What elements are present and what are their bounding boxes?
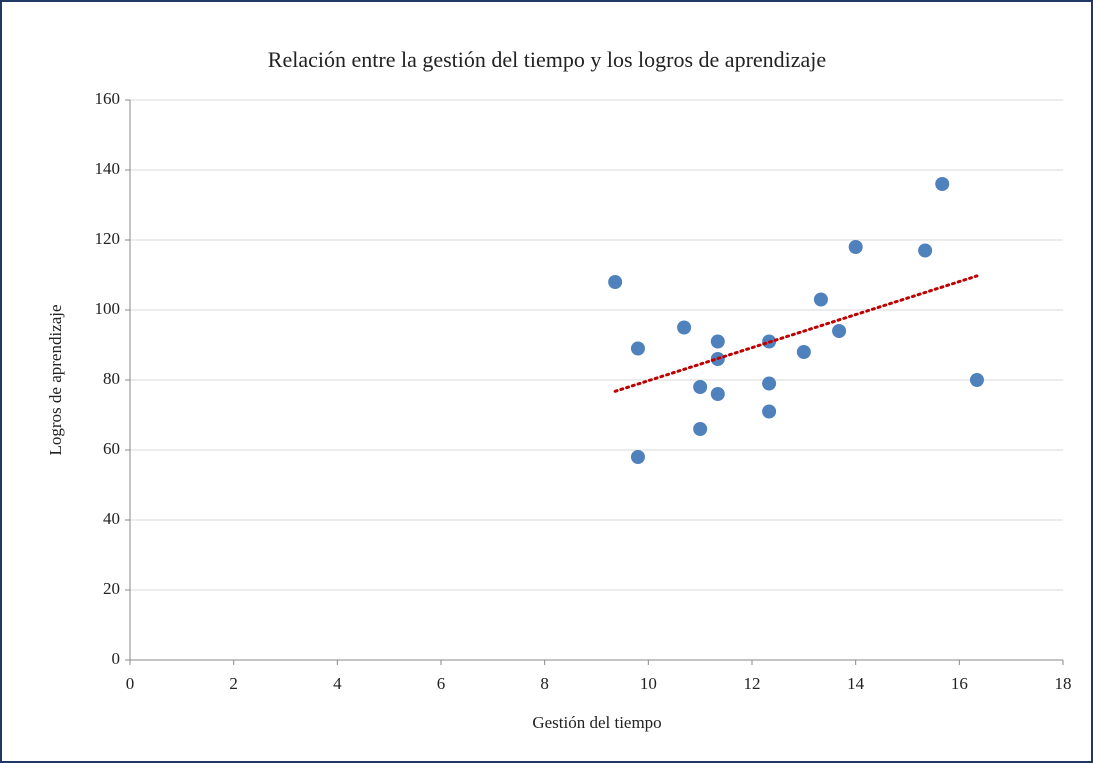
y-tick-label: 60 xyxy=(103,439,120,458)
y-tick-label: 120 xyxy=(95,229,121,248)
point xyxy=(630,341,645,356)
point xyxy=(693,380,708,394)
y-axis-title: Logros de aprendizaje xyxy=(46,304,65,455)
point xyxy=(630,450,645,464)
chart-title: Relación entre la gestión del tiempo y l… xyxy=(268,47,826,72)
x-tick-label: 8 xyxy=(540,674,549,693)
y-tick-label: 100 xyxy=(95,299,121,318)
x-tick-label: 0 xyxy=(126,674,135,693)
x-tick-label: 14 xyxy=(847,674,865,693)
y-tick-label: 20 xyxy=(103,579,120,598)
y-tick-label: 0 xyxy=(112,649,121,668)
point xyxy=(762,376,777,391)
point xyxy=(796,345,811,359)
point xyxy=(677,320,692,335)
point xyxy=(969,373,984,387)
x-tick-label: 18 xyxy=(1055,674,1072,693)
point xyxy=(693,422,708,436)
y-tick-label: 160 xyxy=(95,89,121,108)
x-tick-label: 4 xyxy=(333,674,342,693)
point xyxy=(813,292,828,307)
point xyxy=(832,324,847,338)
y-tick-label: 40 xyxy=(103,509,120,528)
trendline xyxy=(613,274,979,393)
x-tick-label: 16 xyxy=(951,674,968,693)
point xyxy=(848,240,863,254)
x-tick-label: 6 xyxy=(437,674,446,693)
y-tick-label: 140 xyxy=(95,159,121,178)
x-tick-label: 2 xyxy=(229,674,238,693)
point xyxy=(935,177,950,191)
point xyxy=(918,243,933,258)
point xyxy=(762,404,777,419)
point xyxy=(710,387,725,401)
x-tick-label: 10 xyxy=(640,674,657,693)
y-tick-label: 80 xyxy=(103,369,120,388)
point xyxy=(608,275,623,289)
x-tick-label: 12 xyxy=(744,674,761,693)
x-axis-title: Gestión del tiempo xyxy=(532,713,661,732)
point xyxy=(710,334,725,349)
